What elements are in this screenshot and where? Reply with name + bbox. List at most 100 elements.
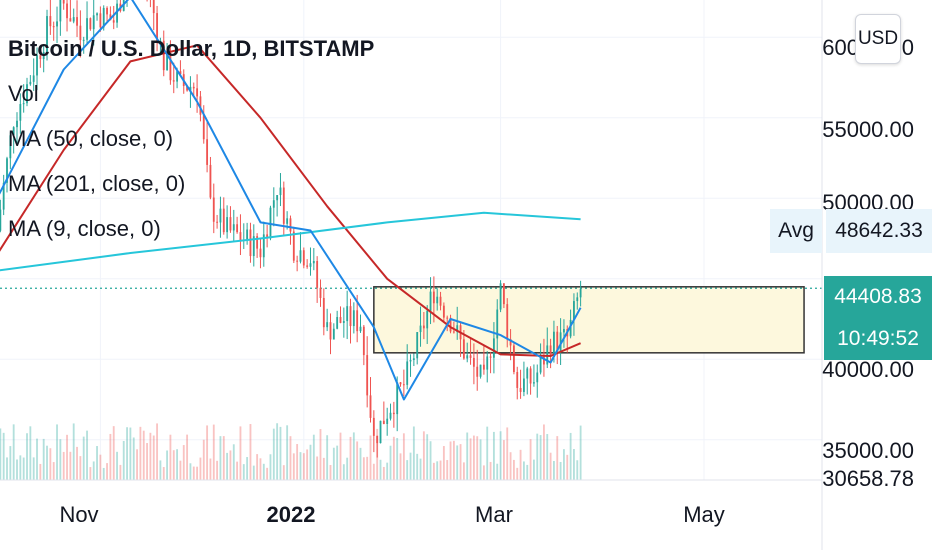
volume-bar [32, 457, 35, 480]
currency-button[interactable]: USD [855, 14, 901, 64]
volume-bar [416, 453, 419, 480]
candle-body [516, 372, 519, 388]
candle-body [99, 13, 102, 28]
consolidation-box-rect [373, 286, 805, 354]
candle-body [379, 420, 382, 444]
candle-body [426, 310, 429, 329]
candle-body [469, 355, 472, 358]
candle-body [226, 217, 229, 233]
volume-bar [109, 433, 112, 480]
volume-bar [356, 441, 359, 480]
candle-body [222, 208, 225, 233]
volume-bar [409, 452, 412, 480]
volume-bar [236, 461, 239, 480]
legend-ma-9[interactable]: MA (9, close, 0) [8, 216, 161, 241]
candle-body [272, 200, 275, 208]
legend-ma-50[interactable]: MA (50, close, 0) [8, 126, 174, 151]
volume-bar [512, 459, 515, 480]
consolidation-rectangle[interactable] [0, 286, 822, 354]
candle-body [412, 358, 415, 361]
candle-body [62, 0, 65, 4]
volume-bar [556, 436, 559, 480]
candle-body [352, 310, 355, 327]
volume-bar [442, 446, 445, 480]
candle-body [22, 103, 25, 105]
volume-bar [389, 445, 392, 480]
volume-bar [516, 467, 519, 480]
candle-body [39, 55, 42, 60]
candle-body [289, 218, 292, 232]
candle-body [312, 261, 315, 264]
volume-bar [156, 423, 158, 480]
volume-bar [202, 439, 205, 480]
volume-bar [226, 452, 229, 480]
candle-body [402, 384, 405, 386]
time-label-may: May [683, 502, 725, 527]
candle-body [369, 395, 372, 418]
avg-label: Avg [770, 209, 822, 253]
volume-bar [106, 463, 108, 480]
candle-body [86, 18, 88, 40]
candle-body [422, 325, 425, 329]
volume-bar [426, 434, 429, 480]
volume-bar [579, 425, 582, 480]
volume-bar [269, 454, 272, 480]
volume-bar [9, 446, 12, 480]
legend-vol[interactable]: Vol [8, 81, 39, 106]
candle-body [199, 96, 202, 115]
candle-body [169, 52, 172, 81]
volume-bar [152, 435, 155, 480]
volume-bar [346, 457, 349, 480]
grid-lines [0, 0, 822, 480]
candle-body [219, 208, 222, 223]
volume-bar [179, 460, 182, 480]
volume-bar [559, 461, 562, 480]
volume-bar [112, 426, 115, 480]
volume-bar [169, 434, 172, 480]
candle-body [326, 322, 329, 328]
volume-bar [476, 436, 479, 480]
volume-bar [349, 436, 352, 480]
volume-bar [0, 428, 2, 480]
candle-body [479, 364, 482, 377]
volume-bar [199, 457, 202, 480]
candle-body [533, 382, 535, 384]
last-price-tag: 44408.83 10:49:52 [824, 276, 932, 360]
candle-body [172, 80, 175, 82]
volume-bar [533, 459, 535, 480]
volume-bar [452, 440, 455, 480]
candle-body [49, 16, 52, 27]
volume-bar [563, 449, 565, 480]
candle-body [489, 356, 492, 358]
volume-bar [359, 447, 362, 480]
legend-ma-201[interactable]: MA (201, close, 0) [8, 171, 186, 196]
chart-legend: Bitcoin / U.S. Dollar, 1D, BITSTAMP Vol … [8, 26, 374, 251]
volume-bar [392, 436, 395, 480]
candle-body [286, 218, 289, 224]
candle-body [452, 331, 455, 333]
volume-bar [219, 436, 222, 480]
volume-bar [486, 426, 489, 480]
symbol-title[interactable]: Bitcoin / U.S. Dollar, 1D, BITSTAMP [8, 36, 375, 61]
time-label-2022: 2022 [266, 502, 316, 527]
candle-body [512, 345, 515, 373]
volume-bar [573, 449, 575, 480]
candle-body [386, 418, 389, 424]
volume-bar [216, 460, 219, 480]
volume-bar [239, 426, 242, 480]
candle-body [102, 7, 105, 28]
candle-body [156, 13, 158, 43]
candle-body [549, 345, 552, 357]
candle-body [302, 250, 305, 266]
candle-body [569, 319, 572, 337]
volume-bar [382, 466, 385, 480]
volume-bar [259, 458, 262, 480]
avg-value: 48642.33 [826, 209, 932, 253]
volume-bar [162, 467, 165, 480]
candle-body [332, 328, 335, 340]
candle-body [506, 304, 509, 340]
candle-body [2, 182, 5, 210]
volume-bar [399, 453, 402, 480]
candle-body [406, 361, 409, 385]
